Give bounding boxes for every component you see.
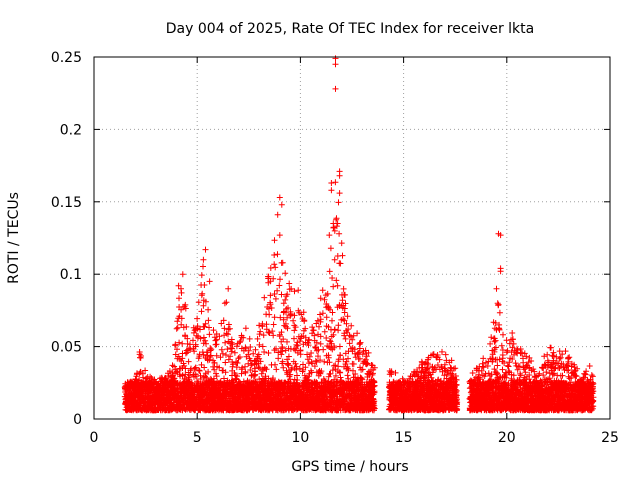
data-point [126,386,133,393]
data-points [121,55,597,414]
data-point [132,376,139,382]
grid-lines [94,57,610,419]
data-point [140,374,147,381]
data-point [142,367,149,374]
data-point [147,373,154,380]
data-point [138,353,144,359]
data-point [136,349,143,355]
